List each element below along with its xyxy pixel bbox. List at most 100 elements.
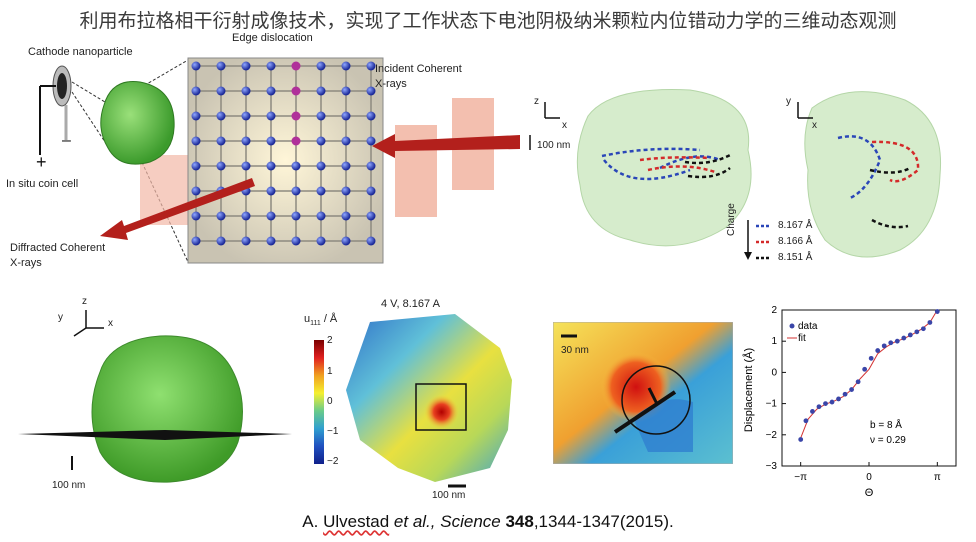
axes-icon-bottom: [73, 310, 104, 337]
lattice-atom: [241, 111, 251, 121]
lattice-atom: [241, 136, 251, 146]
lattice-atom: [241, 61, 251, 71]
lattice-atom: [191, 161, 201, 171]
x-tick-label: π: [934, 472, 941, 483]
data-point: [934, 309, 940, 314]
axis-y-label: y: [786, 96, 791, 107]
lattice-atom: [291, 211, 301, 221]
lattice-atom: [316, 86, 326, 96]
incident-label-1: Incident Coherent: [375, 63, 462, 75]
axis-y-bottom: y: [58, 312, 63, 323]
annotation-nu: ν = 0.29: [870, 435, 906, 446]
data-point: [849, 387, 854, 392]
data-point: [816, 404, 822, 410]
lattice-atom: [366, 86, 376, 96]
minus-sign: –: [62, 132, 71, 149]
annotation-b: b = 8 Å: [870, 418, 902, 431]
lattice-atom: [216, 136, 226, 146]
y-tick-label: −2: [766, 430, 778, 441]
y-tick-label: −3: [766, 461, 778, 472]
colorbar-tick-1: 2: [327, 335, 333, 346]
data-point: [914, 329, 920, 335]
lattice-atom: [216, 211, 226, 221]
legend-item-2: 8.166 Å: [778, 236, 813, 247]
plus-sign: +: [36, 152, 47, 172]
lattice-atom: [366, 211, 376, 221]
axis-x-label: x: [562, 120, 567, 131]
data-point: [868, 355, 874, 361]
lattice-atom: [216, 161, 226, 171]
y-tick-label: 1: [771, 336, 777, 347]
lattice-atom: [241, 86, 251, 96]
zoomed-map: [553, 322, 733, 464]
crystal-lattice-icon: [187, 57, 384, 264]
lattice-atom: [291, 186, 301, 196]
data-point: [907, 332, 913, 338]
lattice-atom: [341, 86, 351, 96]
colorbar-tick-3: 0: [327, 396, 333, 407]
cathode-label: Cathode nanoparticle: [28, 46, 133, 58]
lattice-atom: [241, 236, 251, 246]
data-point: [875, 348, 881, 353]
legend-data: data: [798, 321, 818, 332]
lattice-atom: [341, 161, 351, 171]
lattice-atom: [316, 236, 326, 246]
axis-z-bottom: z: [82, 296, 87, 307]
axis-z-label: z: [534, 96, 539, 107]
y-tick-label: 0: [771, 367, 777, 378]
scale-label-zoom: 30 nm: [561, 345, 589, 356]
slide-title: 利用布拉格相干衍射成像技术，实现了工作状态下电池阴极纳米颗粒内位错动力学的三维动…: [79, 10, 897, 32]
lattice-atom: [366, 186, 376, 196]
lattice-atom: [366, 136, 376, 146]
citation: A. Ulvestad et al., Science 348,1344-134…: [302, 512, 674, 531]
lattice-atom: [316, 186, 326, 196]
lattice-atom: [341, 136, 351, 146]
slice-plane: [18, 430, 292, 440]
axis-x-label-2: x: [812, 120, 817, 131]
coin-cell-icon: [39, 65, 72, 155]
lattice-atom: [266, 61, 276, 71]
diffracted-label-1: Diffracted Coherent: [10, 242, 106, 254]
charge-label: Charge: [726, 203, 737, 236]
lattice-atom: [216, 111, 226, 121]
lattice-atom: [291, 111, 301, 121]
lattice-atom: [191, 236, 201, 246]
map-heading: 4 V, 8.167 A: [381, 298, 440, 310]
lattice-atom: [266, 186, 276, 196]
lattice-atom: [216, 61, 226, 71]
data-point: [894, 338, 900, 344]
colorbar: [314, 340, 324, 464]
lattice-atom: [341, 186, 351, 196]
scale-label-bottom-left: 100 nm: [52, 480, 86, 491]
lattice-atom: [341, 211, 351, 221]
experiment-schematic: [39, 57, 520, 264]
y-tick-label: 2: [771, 305, 777, 316]
lattice-atom: [316, 211, 326, 221]
burgers-circle: [621, 365, 691, 435]
y-axis-label: Displacement (Å): [742, 348, 755, 432]
lattice-atom: [341, 111, 351, 121]
lattice-atom: [191, 111, 201, 121]
data-point: [862, 366, 868, 372]
data-point: [836, 396, 841, 402]
cathode-particle-icon: [100, 80, 175, 165]
lattice-atom: [266, 111, 276, 121]
lattice-atom: [341, 61, 351, 71]
lattice-atom: [316, 161, 326, 171]
x-tick-label: 0: [866, 472, 872, 483]
lattice-atom: [191, 86, 201, 96]
dislocation-line: [613, 390, 677, 434]
data-point: [855, 379, 861, 385]
dislocation-3d-views: [529, 89, 942, 260]
incident-label-2: X-rays: [375, 78, 407, 90]
lattice-atom: [241, 161, 251, 171]
diffracted-beam-arrow: [100, 178, 255, 240]
lattice-atom: [266, 161, 276, 171]
data-point: [927, 320, 933, 325]
lattice-atom: [316, 111, 326, 121]
plot-area: [781, 309, 957, 467]
data-point: [881, 343, 887, 349]
lattice-atom: [241, 211, 251, 221]
data-point: [920, 326, 926, 332]
lattice-atom: [316, 61, 326, 71]
